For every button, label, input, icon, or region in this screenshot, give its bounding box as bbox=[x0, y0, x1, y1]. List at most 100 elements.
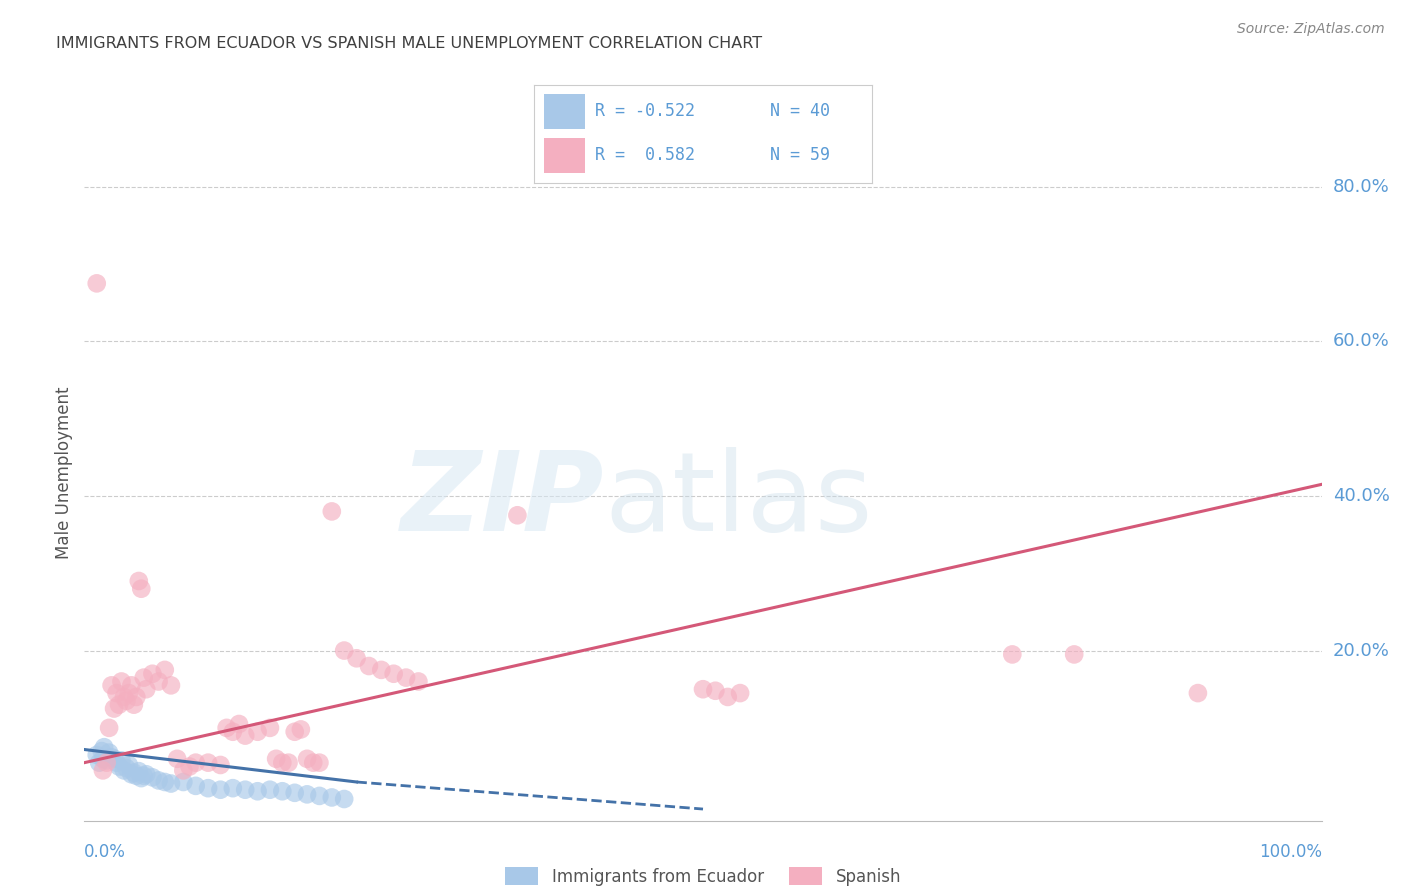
Point bbox=[148, 674, 170, 689]
Point bbox=[271, 784, 294, 798]
Point bbox=[370, 663, 392, 677]
Point bbox=[125, 690, 148, 704]
Point bbox=[692, 682, 714, 697]
Point bbox=[103, 752, 125, 766]
Text: N = 59: N = 59 bbox=[770, 146, 831, 164]
Point bbox=[308, 789, 330, 803]
Point bbox=[105, 756, 128, 770]
Point bbox=[160, 776, 183, 790]
Point bbox=[86, 277, 108, 291]
Point bbox=[160, 678, 183, 692]
Point bbox=[215, 721, 238, 735]
Point bbox=[91, 764, 114, 778]
Point bbox=[91, 752, 114, 766]
Point bbox=[89, 756, 111, 770]
Point bbox=[308, 756, 330, 770]
Point bbox=[100, 750, 122, 764]
Point bbox=[90, 744, 112, 758]
Point bbox=[197, 781, 219, 796]
Text: 100.0%: 100.0% bbox=[1258, 843, 1322, 861]
Point bbox=[118, 686, 141, 700]
Point bbox=[118, 758, 141, 772]
Point bbox=[108, 759, 131, 773]
Point bbox=[98, 721, 121, 735]
Point bbox=[233, 782, 256, 797]
Point bbox=[128, 574, 150, 588]
Point bbox=[172, 775, 194, 789]
Point bbox=[284, 724, 307, 739]
Point bbox=[86, 747, 108, 762]
Point bbox=[115, 694, 138, 708]
Point bbox=[100, 678, 122, 692]
Point bbox=[717, 690, 740, 704]
Point bbox=[1187, 686, 1209, 700]
Point bbox=[209, 758, 232, 772]
Point bbox=[122, 698, 145, 712]
Point bbox=[1063, 648, 1085, 662]
Point bbox=[93, 740, 115, 755]
Text: 20.0%: 20.0% bbox=[1333, 641, 1389, 659]
Point bbox=[271, 756, 294, 770]
Point bbox=[96, 753, 118, 767]
Text: 0.0%: 0.0% bbox=[84, 843, 127, 861]
Text: atlas: atlas bbox=[605, 447, 873, 554]
Point bbox=[295, 752, 318, 766]
Point bbox=[135, 767, 157, 781]
Point bbox=[184, 779, 207, 793]
Point bbox=[135, 682, 157, 697]
Point bbox=[96, 756, 118, 770]
Point bbox=[246, 724, 269, 739]
Point bbox=[122, 765, 145, 780]
Text: IMMIGRANTS FROM ECUADOR VS SPANISH MALE UNEMPLOYMENT CORRELATION CHART: IMMIGRANTS FROM ECUADOR VS SPANISH MALE … bbox=[56, 36, 762, 51]
Text: 60.0%: 60.0% bbox=[1333, 333, 1389, 351]
Point bbox=[290, 723, 312, 737]
Point bbox=[98, 746, 121, 760]
Point bbox=[105, 686, 128, 700]
Point bbox=[128, 764, 150, 779]
Point bbox=[302, 756, 325, 770]
FancyBboxPatch shape bbox=[544, 137, 585, 173]
Point bbox=[110, 753, 132, 767]
Point bbox=[346, 651, 368, 665]
Point bbox=[132, 769, 155, 783]
Point bbox=[129, 582, 152, 596]
Point bbox=[172, 764, 194, 778]
Point bbox=[728, 686, 751, 700]
Point bbox=[166, 752, 188, 766]
Point bbox=[129, 771, 152, 785]
Point bbox=[179, 759, 201, 773]
Point bbox=[321, 504, 343, 518]
Legend: Immigrants from Ecuador, Spanish: Immigrants from Ecuador, Spanish bbox=[498, 861, 908, 892]
Point bbox=[112, 690, 135, 704]
Point bbox=[259, 721, 281, 735]
Point bbox=[259, 782, 281, 797]
Text: 80.0%: 80.0% bbox=[1333, 178, 1389, 195]
Point bbox=[125, 769, 148, 783]
Point bbox=[132, 671, 155, 685]
Point bbox=[246, 784, 269, 798]
Point bbox=[108, 698, 131, 712]
Point bbox=[141, 666, 163, 681]
Point bbox=[395, 671, 418, 685]
Point bbox=[284, 786, 307, 800]
Point bbox=[228, 717, 250, 731]
Point bbox=[120, 767, 142, 781]
Point bbox=[112, 764, 135, 778]
Point bbox=[408, 674, 430, 689]
Text: R = -0.522: R = -0.522 bbox=[595, 103, 695, 120]
FancyBboxPatch shape bbox=[544, 94, 585, 129]
Y-axis label: Male Unemployment: Male Unemployment bbox=[55, 386, 73, 559]
Point bbox=[321, 790, 343, 805]
Point bbox=[1001, 648, 1024, 662]
Point bbox=[264, 752, 287, 766]
Point bbox=[277, 756, 299, 770]
Point bbox=[506, 508, 529, 523]
Point bbox=[197, 756, 219, 770]
Point bbox=[141, 770, 163, 784]
Text: N = 40: N = 40 bbox=[770, 103, 831, 120]
Text: R =  0.582: R = 0.582 bbox=[595, 146, 695, 164]
Point bbox=[333, 792, 356, 806]
Point bbox=[148, 773, 170, 788]
Point bbox=[115, 761, 138, 775]
Point bbox=[153, 775, 176, 789]
